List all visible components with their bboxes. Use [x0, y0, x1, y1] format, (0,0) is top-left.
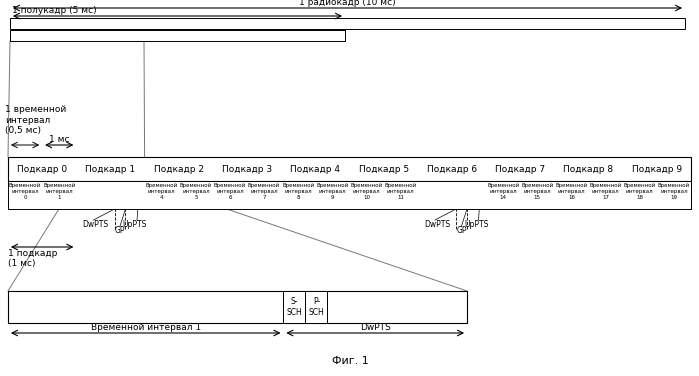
Text: Временной
интервал
10: Временной интервал 10	[350, 183, 382, 200]
Text: P-
SCH: P- SCH	[308, 297, 324, 317]
Bar	[283, 291, 305, 323]
Text: UpPTS: UpPTS	[464, 220, 489, 229]
Text: DwPTS: DwPTS	[82, 220, 108, 229]
Bar	[10, 18, 685, 29]
Text: Временной
интервал
4: Временной интервал 4	[145, 183, 178, 200]
Text: Временной
интервал
0: Временной интервал 0	[9, 183, 41, 200]
Text: Временной
интервал
19: Временной интервал 19	[658, 183, 690, 200]
Text: Временной
интервал
9: Временной интервал 9	[317, 183, 349, 200]
Text: Подкадр 5: Подкадр 5	[359, 165, 409, 173]
Text: Временной интервал 1: Временной интервал 1	[91, 323, 201, 332]
Text: DwPTS: DwPTS	[424, 220, 450, 229]
Text: 1 подкадр
(1 мс): 1 подкадр (1 мс)	[8, 249, 57, 268]
Text: Временной
интервал
18: Временной интервал 18	[624, 183, 656, 200]
Text: Временной
интервал
5: Временной интервал 5	[180, 183, 212, 200]
Text: DwPTS: DwPTS	[360, 323, 391, 332]
Text: Подкадр 9: Подкадр 9	[632, 165, 682, 173]
Text: 1 радиокадр (10 мс): 1 радиокадр (10 мс)	[299, 0, 396, 7]
Text: Временной
интервал
14: Временной интервал 14	[487, 183, 519, 200]
Text: Фиг. 1: Фиг. 1	[331, 356, 368, 366]
Text: Временной
интервал
8: Временной интервал 8	[282, 183, 315, 200]
Text: Временной
интервал
11: Временной интервал 11	[384, 183, 417, 200]
Text: Подкадр 7: Подкадр 7	[495, 165, 545, 173]
Bar	[305, 291, 327, 323]
Bar	[8, 291, 467, 323]
Text: Временной
интервал
16: Временной интервал 16	[555, 183, 588, 200]
Text: Временной
интервал
7: Временной интервал 7	[248, 183, 280, 200]
Text: UpPTS: UpPTS	[123, 220, 147, 229]
Text: Подкадр 3: Подкадр 3	[222, 165, 272, 173]
Text: Временной
интервал
1: Временной интервал 1	[43, 183, 75, 200]
Bar	[8, 157, 691, 181]
Text: 1 мс: 1 мс	[49, 135, 69, 144]
Text: Подкадр 4: Подкадр 4	[290, 165, 340, 173]
Text: Подкадр 8: Подкадр 8	[563, 165, 614, 173]
Text: 1 временной
интервал
(0,5 мс): 1 временной интервал (0,5 мс)	[5, 105, 66, 135]
Text: 1 полукадр (5 мс): 1 полукадр (5 мс)	[12, 6, 96, 15]
Text: Подкадр 0: Подкадр 0	[17, 165, 67, 173]
Bar	[10, 30, 345, 41]
Text: Подкадр 2: Подкадр 2	[154, 165, 203, 173]
Text: Временной
интервал
17: Временной интервал 17	[589, 183, 621, 200]
Text: Временной
интервал
6: Временной интервал 6	[214, 183, 246, 200]
Bar	[8, 181, 691, 209]
Text: Подкадр 6: Подкадр 6	[427, 165, 477, 173]
Text: S-
SCH: S- SCH	[287, 297, 302, 317]
Text: Подкадр 1: Подкадр 1	[85, 165, 136, 173]
Text: Временной
интервал
15: Временной интервал 15	[521, 183, 554, 200]
Text: GP: GP	[456, 226, 467, 235]
Text: GP: GP	[115, 226, 125, 235]
